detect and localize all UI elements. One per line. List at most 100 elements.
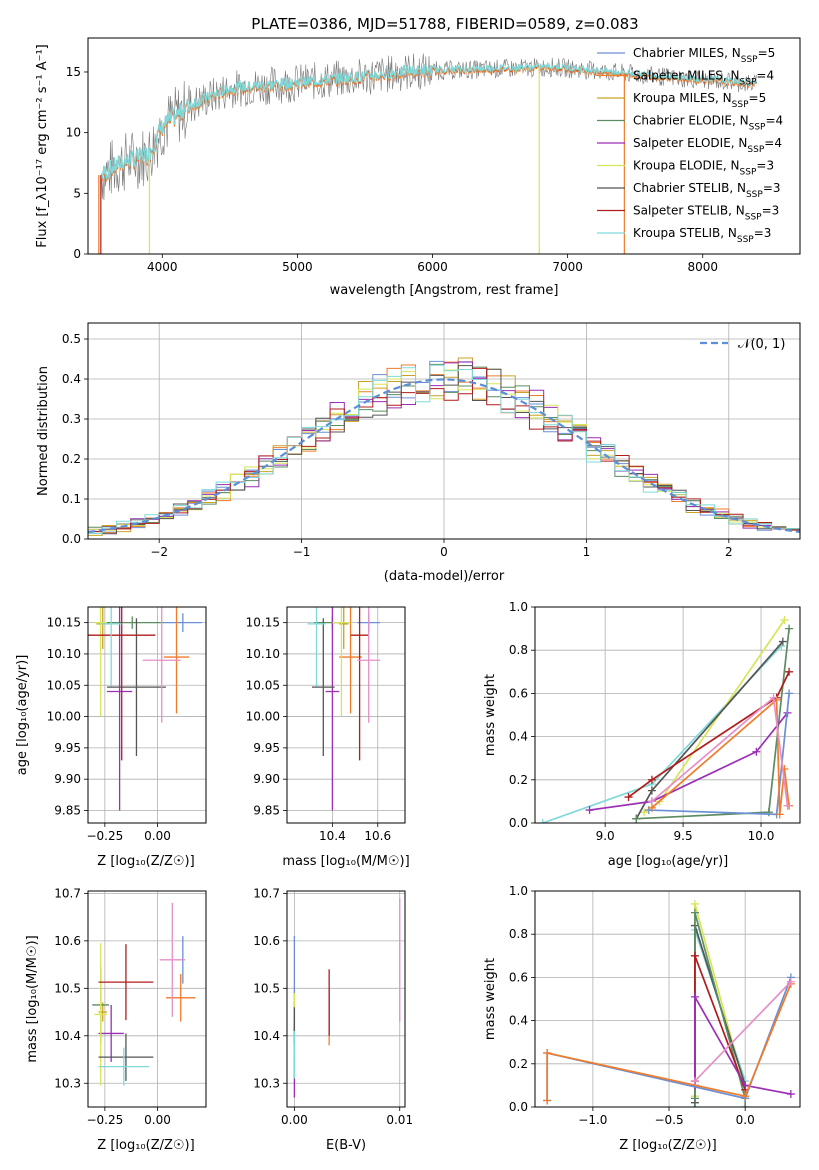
- age-vs-z-frame: [87, 606, 207, 824]
- age-vs-mass-ytick-label: 10.00: [246, 710, 280, 724]
- mass-weight-vs-z-xtick-label: −0.5: [654, 1113, 683, 1127]
- mass-weight-vs-z-marker: [690, 992, 699, 1001]
- residuals-xtick-label: 1: [583, 545, 591, 559]
- mass-vs-z-ytick-label: 10.3: [54, 1076, 81, 1090]
- mass-weight-vs-age-ytick-label: 0.0: [509, 816, 528, 830]
- spectrum-xtick-label: 7000: [552, 260, 583, 274]
- mass-weight-vs-z-series-line: [694, 993, 792, 1095]
- mass-weight-vs-age-marker: [780, 615, 789, 624]
- mass-weight-vs-age-marker: [538, 819, 547, 823]
- mass-weight-vs-z-marker: [543, 1049, 552, 1057]
- mass-weight-vs-z-xtick-label: 0.0: [736, 1113, 755, 1127]
- mass-weight-vs-age-xlabel: age [log₁₀(age/yr)]: [608, 854, 729, 869]
- residuals-panel: (data-model)/error Normed distribution: [36, 366, 505, 584]
- spectrum-frame: [87, 37, 801, 255]
- mass-weight-vs-age-lines: [538, 615, 794, 823]
- mass-weight-vs-age-xtick-label: 10.0: [748, 829, 775, 843]
- figure-title: PLATE=0386, MJD=51788, FIBERID=0589, z=0…: [251, 15, 638, 33]
- mass-weight-vs-age-marker: [640, 808, 649, 817]
- mass-weight-vs-age-marker: [778, 637, 787, 646]
- spectrum-legend-label: Salpeter STELIB, NSSP=3: [633, 204, 779, 223]
- mass-vs-z-ylabel: mass [log₁₀(M/M☉)]: [25, 935, 40, 1062]
- mass-weight-vs-z-ytick-label: 0.6: [509, 970, 528, 984]
- age-vs-mass-panel: mass [log₁₀(M/M☉)]: [282, 854, 409, 869]
- spectrum-xtick-label: 8000: [687, 260, 718, 274]
- age-vs-z-ytick-label: 10.05: [47, 678, 81, 692]
- age-vs-z-ylabel: age [log₁₀(age/yr)]: [15, 655, 30, 776]
- mass-weight-vs-z-ytick-label: 0.4: [509, 1014, 528, 1028]
- spectrum-ytick-label: 15: [66, 65, 81, 79]
- age-vs-mass-ytick-label: 9.90: [253, 772, 280, 786]
- mass-weight-vs-age-ytick-label: 1.0: [509, 600, 528, 614]
- spectrum-legend-label: Kroupa STELIB, NSSP=3: [633, 226, 771, 245]
- mass-weight-vs-z-panel: Z [log₁₀(Z/Z☉)] mass weight: [483, 958, 717, 1153]
- mass-weight-vs-z-series-line: [694, 925, 746, 1103]
- spectrum-ytick-label: 0: [73, 247, 81, 261]
- mass-vs-z-points: [92, 902, 196, 1086]
- residuals-histograms: [88, 357, 800, 536]
- residuals-ytick-label: 0.1: [62, 492, 81, 506]
- mass-weight-vs-z-marker: [690, 908, 699, 917]
- mass-weight-vs-age-marker: [647, 797, 656, 806]
- mass-vs-z-ytick-label: 10.6: [54, 934, 81, 948]
- mass-weight-vs-z-marker: [786, 977, 795, 986]
- mass-weight-vs-age-marker: [752, 747, 761, 756]
- age-vs-mass-points: [307, 607, 381, 811]
- mass-weight-vs-age-marker: [785, 689, 794, 698]
- mass-vs-ebv-frame: [286, 890, 406, 1108]
- mass-vs-z-panel: Z [log₁₀(Z/Z☉)] mass [log₁₀(M/M☉)]: [25, 935, 195, 1153]
- mass-weight-vs-z-ytick-label: 0.8: [509, 927, 528, 941]
- mass-vs-ebv-ytick-label: 10.4: [253, 1029, 280, 1043]
- residuals-hist-step: [88, 364, 800, 535]
- mass-weight-vs-z-marker: [690, 1094, 699, 1103]
- mass-vs-ebv-ytick-label: 10.5: [253, 981, 280, 995]
- age-vs-z-points: [88, 607, 202, 811]
- mass-weight-vs-age-series-line: [643, 619, 786, 813]
- spectrum-lines: [98, 53, 758, 254]
- age-vs-z-ytick-label: 10.10: [47, 647, 81, 661]
- mass-weight-vs-z-marker: [741, 1081, 750, 1090]
- mass-weight-vs-z-marker: [690, 1077, 699, 1086]
- mass-weight-vs-age-xtick-label: 9.5: [674, 829, 693, 843]
- mass-weight-vs-z-marker: [786, 1090, 795, 1099]
- age-vs-mass-ytick-label: 9.85: [253, 803, 280, 817]
- mass-vs-ebv-ytick-label: 10.7: [253, 886, 280, 900]
- spectrum-xtick-label: 4000: [147, 260, 178, 274]
- residuals-normal-curve: [88, 378, 800, 534]
- mass-weight-vs-age-ytick-label: 0.2: [509, 773, 528, 787]
- mass-weight-vs-age-panel: age [log₁₀(age/yr)] mass weight: [483, 674, 728, 869]
- mass-weight-vs-age-marker: [585, 806, 594, 815]
- mass-vs-z-xtick-label: 0.00: [144, 1113, 171, 1127]
- mass-weight-vs-z-ytick-label: 0.0: [509, 1100, 528, 1114]
- mass-weight-vs-age-marker: [647, 786, 656, 795]
- residuals-xtick-label: −1: [293, 545, 311, 559]
- mass-vs-z-xtick-label: −0.25: [86, 1113, 123, 1127]
- mass-weight-vs-age-marker: [624, 793, 633, 802]
- spectrum-panel: wavelength [Angstrom, rest frame] Flux […: [35, 44, 558, 298]
- mass-weight-vs-z-xlabel: Z [log₁₀(Z/Z☉)]: [619, 1138, 716, 1153]
- mass-weight-vs-age-marker: [632, 814, 641, 823]
- spectrum-legend-label: Kroupa ELODIE, NSSP=3: [633, 159, 774, 178]
- spectrum-ytick-label: 10: [66, 126, 81, 140]
- age-vs-mass-frame: [286, 606, 406, 824]
- mass-weight-vs-z-series-line: [546, 983, 792, 1101]
- spectrum-xlabel: wavelength [Angstrom, rest frame]: [330, 283, 559, 298]
- mass-weight-vs-age-marker: [785, 624, 794, 633]
- spectrum-model-salpeter-miles: [101, 64, 757, 182]
- mass-weight-vs-z-marker: [543, 1096, 552, 1105]
- age-vs-z-ytick-label: 10.00: [47, 710, 81, 724]
- age-vs-z-panel: Z [log₁₀(Z/Z☉)] age [log₁₀(age/yr)]: [15, 655, 195, 869]
- mass-weight-vs-z-xtick-label: −1.0: [578, 1113, 607, 1127]
- mass-vs-z-ytick-label: 10.4: [54, 1029, 81, 1043]
- age-vs-z-ytick-label: 9.85: [54, 803, 81, 817]
- mass-vs-ebv-xtick-label: 0.01: [386, 1113, 413, 1127]
- mass-vs-ebv-xlabel: E(B-V): [326, 1138, 366, 1153]
- spectrum-model-kroupa-stelib: [100, 61, 758, 180]
- mass-weight-vs-z-marker: [690, 899, 699, 908]
- residuals-ylabel: Normed distribution: [36, 366, 51, 496]
- age-vs-mass-ytick-label: 10.05: [246, 678, 280, 692]
- age-vs-mass-ytick-label: 10.10: [246, 647, 280, 661]
- spectrum-xtick-label: 6000: [417, 260, 448, 274]
- residuals-xtick-label: −2: [150, 545, 168, 559]
